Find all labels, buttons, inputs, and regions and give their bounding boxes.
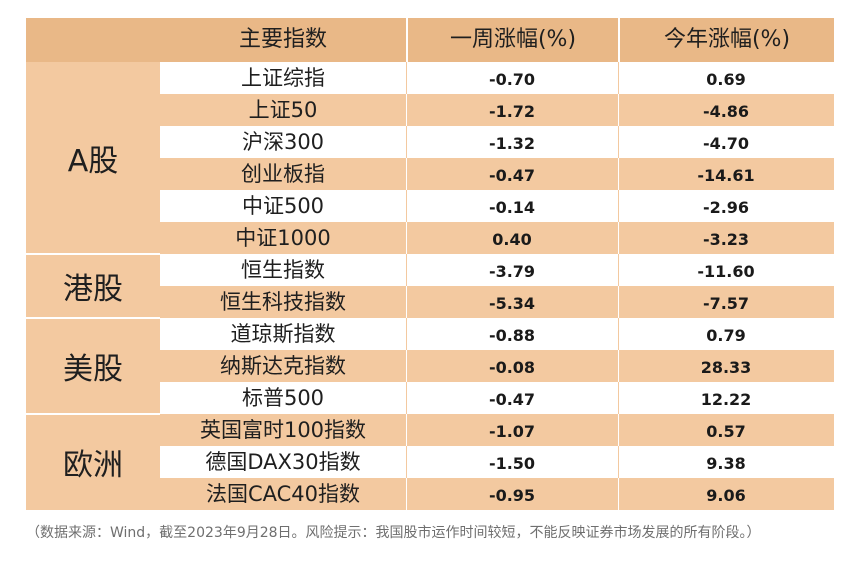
cell-divider <box>406 318 407 350</box>
weekly-change-value: -0.47 <box>488 166 536 185</box>
cell-divider <box>618 126 619 158</box>
header-divider <box>406 18 408 62</box>
cell-divider <box>618 62 619 94</box>
ytd-change-value: 0.79 <box>706 326 746 345</box>
table-row: 纳斯达克指数 -0.08 28.33 <box>160 350 834 382</box>
ytd-change-value: -7.57 <box>702 294 750 313</box>
index-name: 上证综指 <box>241 66 325 90</box>
cell-divider <box>406 190 407 222</box>
group-label: A股 <box>26 62 160 254</box>
cell-divider <box>618 158 619 190</box>
cell-divider <box>406 222 407 254</box>
group-divider <box>26 253 160 255</box>
footnote: （数据来源：Wind，截至2023年9月28日。风险提示：我国股市运作时间较短，… <box>26 525 761 541</box>
table-row: 恒生科技指数 -5.34 -7.57 <box>160 286 834 318</box>
ytd-change-value: -4.70 <box>702 134 750 153</box>
ytd-change-value: 9.38 <box>706 454 746 473</box>
cell-divider <box>618 318 619 350</box>
cell-divider <box>618 254 619 286</box>
weekly-change-value: -1.72 <box>488 102 536 121</box>
index-name: 法国CAC40指数 <box>205 482 361 506</box>
table-row: 上证综指 -0.70 0.69 <box>160 62 834 94</box>
cell-divider <box>618 414 619 446</box>
cell-divider <box>618 446 619 478</box>
index-name: 德国DAX30指数 <box>205 450 361 474</box>
ytd-change-value: -3.23 <box>702 230 750 249</box>
table-row: 德国DAX30指数 -1.50 9.38 <box>160 446 834 478</box>
table-row: 中证500 -0.14 -2.96 <box>160 190 834 222</box>
table-row: 道琼斯指数 -0.88 0.79 <box>160 318 834 350</box>
weekly-change-value: -0.88 <box>488 326 536 345</box>
index-name: 恒生指数 <box>241 258 325 282</box>
cell-divider <box>406 158 407 190</box>
index-name: 创业板指 <box>241 162 325 186</box>
weekly-change-value: -3.79 <box>488 262 536 281</box>
weekly-change-value: -5.34 <box>488 294 536 313</box>
cell-divider <box>618 350 619 382</box>
cell-divider <box>406 126 407 158</box>
table-row: 创业板指 -0.47 -14.61 <box>160 158 834 190</box>
header-divider <box>618 18 620 62</box>
ytd-change-value: -14.61 <box>697 166 755 185</box>
header-ytd-change: 今年涨幅(%) <box>663 27 791 52</box>
table-row: 恒生指数 -3.79 -11.60 <box>160 254 834 286</box>
table-header: 主要指数 一周涨幅(%) 今年涨幅(%) <box>26 18 834 62</box>
group-label: 欧洲 <box>26 414 160 510</box>
cell-divider <box>406 94 407 126</box>
index-name: 标普500 <box>241 386 325 410</box>
ytd-change-value: 0.57 <box>706 422 746 441</box>
group-divider <box>26 413 160 415</box>
index-name: 中证1000 <box>235 226 331 250</box>
ytd-change-value: 0.69 <box>706 70 746 89</box>
index-name: 纳斯达克指数 <box>220 354 346 378</box>
cell-divider <box>618 190 619 222</box>
cell-divider <box>406 446 407 478</box>
header-index-name: 主要指数 <box>238 27 327 52</box>
table-row: 上证50 -1.72 -4.86 <box>160 94 834 126</box>
cell-divider <box>618 478 619 510</box>
index-name: 英国富时100指数 <box>199 418 367 442</box>
cell-divider <box>406 254 407 286</box>
weekly-change-value: -1.50 <box>488 454 536 473</box>
cell-divider <box>406 286 407 318</box>
ytd-change-value: 28.33 <box>700 358 752 377</box>
cell-divider <box>406 414 407 446</box>
cell-divider <box>618 94 619 126</box>
weekly-change-value: -0.14 <box>488 198 536 217</box>
cell-divider <box>618 222 619 254</box>
table-row: 中证1000 0.40 -3.23 <box>160 222 834 254</box>
ytd-change-value: -11.60 <box>697 262 755 281</box>
ytd-change-value: 9.06 <box>706 486 746 505</box>
weekly-change-value: -1.32 <box>488 134 536 153</box>
header-weekly-change: 一周涨幅(%) <box>449 27 577 52</box>
cell-divider <box>406 382 407 414</box>
weekly-change-value: -0.95 <box>488 486 536 505</box>
group-label: 美股 <box>26 318 160 414</box>
cell-divider <box>406 478 407 510</box>
group-label: 港股 <box>26 254 160 318</box>
table-row: 英国富时100指数 -1.07 0.57 <box>160 414 834 446</box>
cell-divider <box>618 286 619 318</box>
cell-divider <box>406 350 407 382</box>
index-name: 上证50 <box>248 98 318 122</box>
weekly-change-value: -1.07 <box>488 422 536 441</box>
table-row: 法国CAC40指数 -0.95 9.06 <box>160 478 834 510</box>
ytd-change-value: -4.86 <box>702 102 750 121</box>
weekly-change-value: -0.47 <box>488 390 536 409</box>
group-divider <box>26 317 160 319</box>
table-row: 沪深300 -1.32 -4.70 <box>160 126 834 158</box>
ytd-change-value: -2.96 <box>702 198 750 217</box>
weekly-change-value: -0.08 <box>488 358 536 377</box>
index-name: 沪深300 <box>241 130 325 154</box>
ytd-change-value: 12.22 <box>700 390 752 409</box>
weekly-change-value: 0.40 <box>492 230 532 249</box>
cell-divider <box>406 62 407 94</box>
index-name: 恒生科技指数 <box>220 290 346 314</box>
cell-divider <box>618 382 619 414</box>
weekly-change-value: -0.70 <box>488 70 536 89</box>
index-name: 道琼斯指数 <box>230 322 336 346</box>
index-name: 中证500 <box>241 194 325 218</box>
table-row: 标普500 -0.47 12.22 <box>160 382 834 414</box>
